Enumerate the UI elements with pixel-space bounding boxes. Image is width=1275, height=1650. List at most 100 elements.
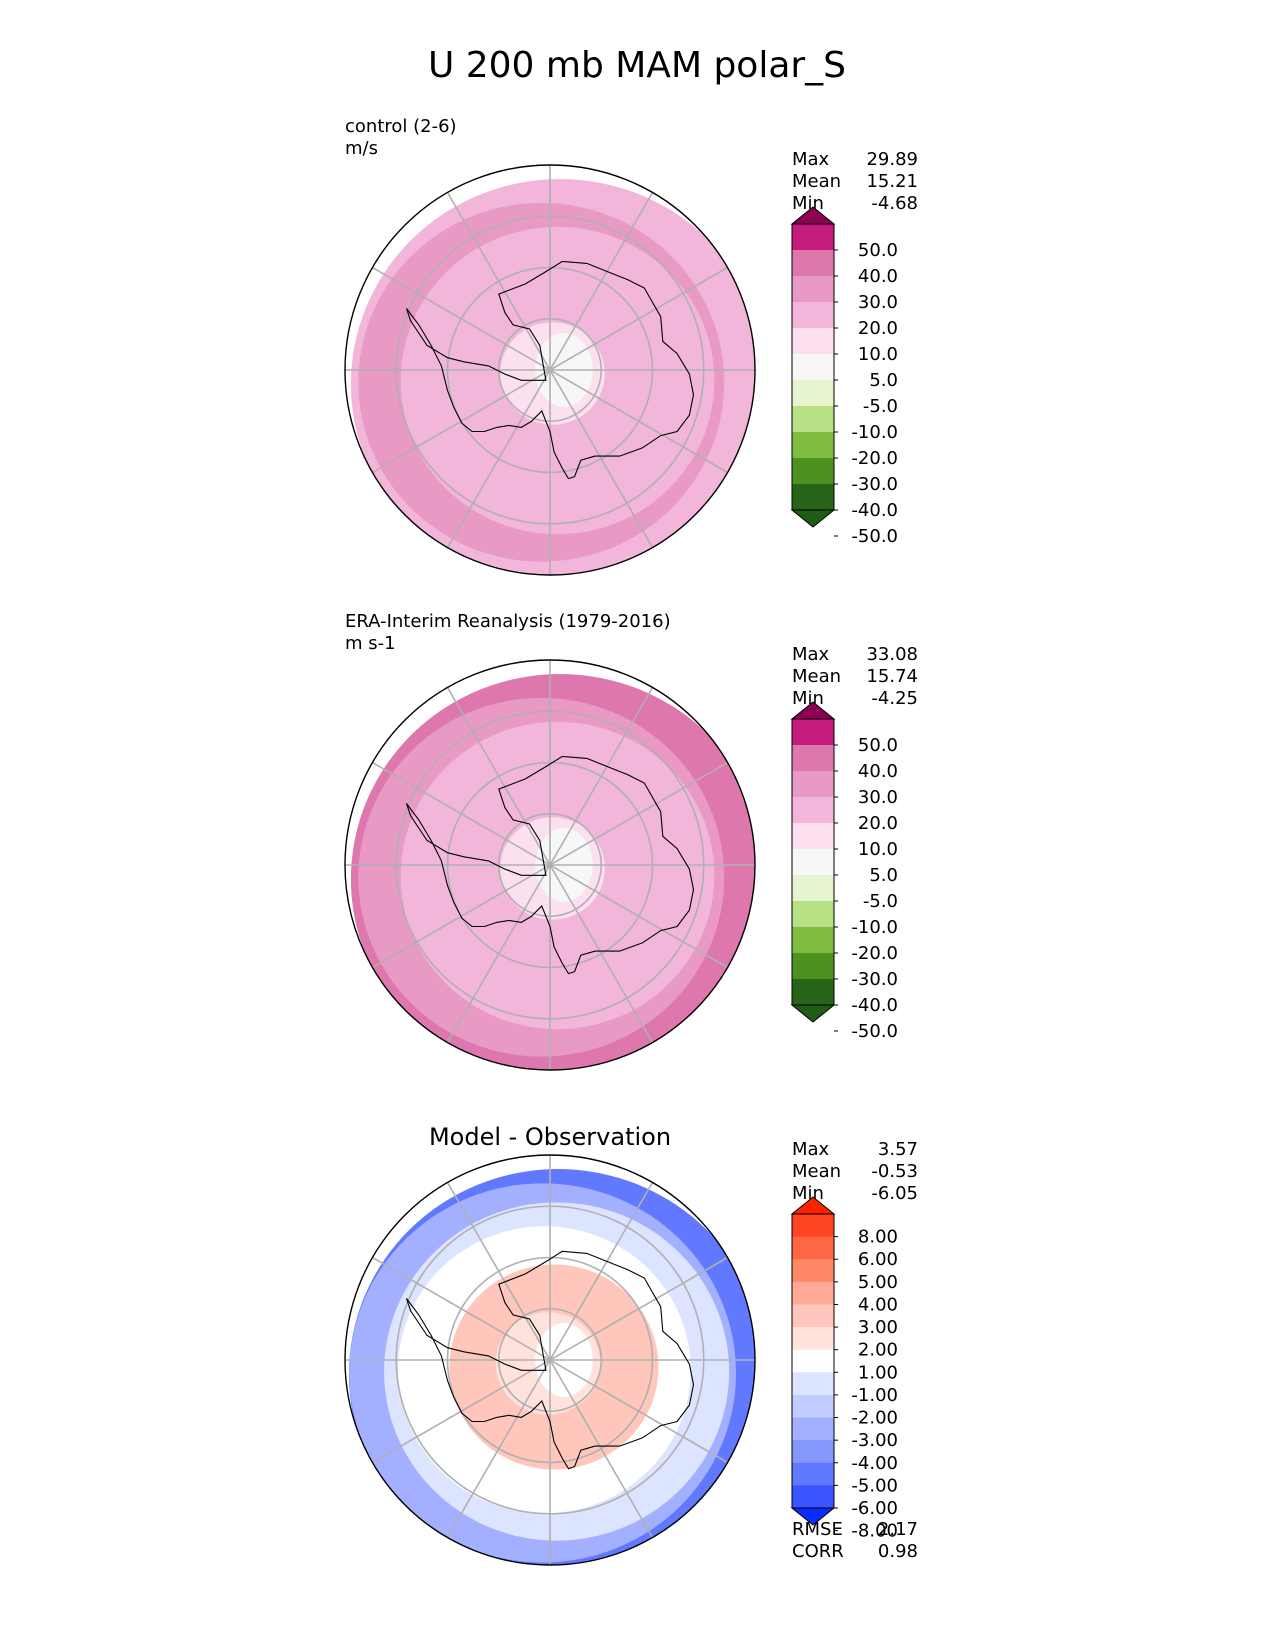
colorbar-label: -5.0 [863, 396, 898, 417]
panel-title: control (2-6) [345, 116, 457, 137]
colorbar-label: -10.0 [851, 422, 898, 443]
stat-label: Min [792, 688, 824, 709]
colorbar-label: 40.0 [858, 761, 898, 782]
colorbar-segment [792, 979, 834, 1006]
colorbar-segment [792, 1304, 834, 1328]
stat-label: Max [792, 149, 830, 170]
map [345, 1155, 755, 1565]
colorbar-label: 6.00 [858, 1249, 898, 1270]
colorbar-label: 30.0 [858, 292, 898, 313]
colorbar-segment [792, 484, 834, 511]
map-border [344, 659, 756, 1071]
colorbar-segment [792, 1462, 834, 1486]
stat-label: Mean [792, 171, 841, 192]
antarctica-coastline [405, 260, 695, 480]
colorbar-segment [792, 1236, 834, 1260]
colorbar-label: -8.00 [851, 1521, 898, 1542]
colorbar-segment [792, 797, 834, 824]
stat-value: -0.53 [871, 1161, 918, 1182]
stat-value: 15.74 [866, 666, 918, 687]
colorbar-segment [792, 1372, 834, 1396]
colorbar-segment [792, 1327, 834, 1351]
colorbar-label: 20.0 [858, 318, 898, 339]
panel-center-title: Model - Observation [429, 1123, 671, 1151]
map-border [344, 1154, 756, 1566]
colorbar-label: -20.0 [851, 448, 898, 469]
panel-units: m/s [345, 138, 378, 159]
colorbar-label: 30.0 [858, 787, 898, 808]
colorbar-segment [792, 719, 834, 746]
colorbar-label: 10.0 [858, 344, 898, 365]
colorbar-segment [792, 1281, 834, 1305]
map-border [344, 164, 756, 576]
colorbar-segment [792, 1440, 834, 1464]
metric-label: CORR [792, 1541, 844, 1562]
colorbar-label: 50.0 [858, 240, 898, 261]
colorbar-label: -40.0 [851, 995, 898, 1016]
colorbar-label: -1.00 [851, 1385, 898, 1406]
meridian-line [446, 687, 654, 1043]
colorbar-segment [792, 250, 834, 277]
colorbar-segment [792, 1394, 834, 1419]
colorbar-label: 40.0 [858, 266, 898, 287]
colorbar-frame [791, 718, 835, 1006]
colorbar-label: -30.0 [851, 474, 898, 495]
colorbar-label: -3.00 [851, 1430, 898, 1451]
panel-test: control (2-6)m/s Max 29.89 Mean 15.21 Min -4.6… [344, 116, 918, 576]
stat-value: -4.25 [871, 688, 918, 709]
colorbar-segment [792, 1485, 834, 1509]
stat-value: 33.08 [866, 644, 918, 665]
colorbar-label: 5.0 [869, 865, 898, 886]
colorbar-label: 8.00 [858, 1227, 898, 1248]
colorbar-label: -10.0 [851, 917, 898, 938]
colorbar-segment [792, 823, 834, 850]
colorbar-label: -5.00 [851, 1475, 898, 1496]
colorbar: 50.0 40.0 30.0 20.0 10.0 5.0 -5.0 -10.0 -20.0 -30… [790, 701, 898, 1042]
colorbar-label: 10.0 [858, 839, 898, 860]
colorbar-label: 5.00 [858, 1272, 898, 1293]
colorbar-segment [792, 432, 834, 459]
colorbar-segment [792, 1259, 834, 1283]
colorbar-segment [792, 354, 834, 381]
colorbar-segment [792, 745, 834, 772]
panel-units: m s-1 [345, 633, 396, 654]
stat-label: Max [792, 1139, 830, 1160]
colorbar-label: -30.0 [851, 969, 898, 990]
colorbar-segment [792, 302, 834, 329]
colorbar-label: -6.00 [851, 1498, 898, 1519]
stat-label: Max [792, 644, 830, 665]
colorbar-segment [792, 875, 834, 902]
colorbar-segment [792, 1417, 834, 1441]
colorbar-frame [791, 223, 835, 511]
stat-value: 15.21 [866, 171, 918, 192]
stat-value: 29.89 [866, 149, 918, 170]
colorbar-segment [792, 927, 834, 954]
meridian-line [446, 192, 654, 548]
graticule [345, 165, 755, 575]
colorbar-segment [792, 1214, 834, 1238]
colorbar-extend-min [790, 1004, 836, 1023]
figure-title: U 200 mb MAM polar_S [428, 45, 846, 86]
colorbar-label: 5.0 [869, 370, 898, 391]
metric-value: 0.98 [878, 1541, 918, 1562]
metric-label: RMSE [792, 1519, 843, 1540]
graticule [345, 660, 755, 1070]
stat-label: Mean [792, 666, 841, 687]
colorbar-segment [792, 406, 834, 433]
colorbar-label: 20.0 [858, 813, 898, 834]
graticule [345, 1155, 755, 1565]
stat-value: -6.05 [871, 1183, 918, 1204]
colorbar-label: -50.0 [851, 526, 898, 547]
map [345, 660, 755, 1070]
panels: control (2-6)m/s Max 29.89 Mean 15.21 Min -4.6… [344, 116, 918, 1566]
colorbar-segment [792, 1349, 834, 1373]
colorbar-segment [792, 849, 834, 876]
colorbar-extend-min [790, 509, 836, 528]
colorbar-label: -20.0 [851, 943, 898, 964]
metric-value: 2.17 [878, 1519, 918, 1540]
colorbar-frame [791, 1213, 835, 1509]
meridian-line [446, 1182, 654, 1538]
colorbar-label: -40.0 [851, 500, 898, 521]
stat-label: Min [792, 193, 824, 214]
